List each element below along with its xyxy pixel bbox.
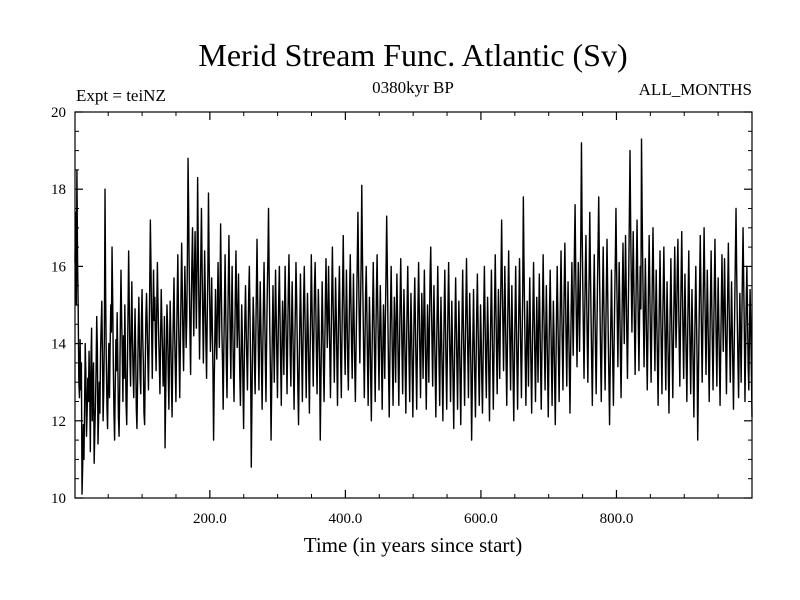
- x-tick-label: 800.0: [600, 511, 634, 527]
- chart-subtitle-left: Expt = teiNZ: [76, 86, 166, 105]
- y-tick-label: 20: [51, 105, 66, 121]
- y-tick-label: 12: [51, 414, 66, 430]
- y-tick-label: 14: [51, 337, 67, 353]
- x-tick-label: 400.0: [329, 511, 363, 527]
- chart-title: Merid Stream Func. Atlantic (Sv): [198, 37, 627, 73]
- x-axis: 200.0 400.0 600.0 800.0: [107, 112, 719, 527]
- x-axis-label: Time (in years since start): [304, 533, 523, 557]
- chart-subtitle-right: ALL_MONTHS: [639, 80, 752, 99]
- y-tick-label: 18: [51, 182, 66, 198]
- x-tick-label: 600.0: [464, 511, 498, 527]
- y-axis: 10 12 14 16 18 20: [51, 105, 752, 507]
- chart-subtitle-center: 0380kyr BP: [372, 78, 454, 97]
- y-tick-label: 16: [51, 259, 67, 275]
- data-series-line: [74, 138, 753, 495]
- x-tick-label: 200.0: [193, 511, 227, 527]
- y-tick-label: 10: [51, 491, 66, 507]
